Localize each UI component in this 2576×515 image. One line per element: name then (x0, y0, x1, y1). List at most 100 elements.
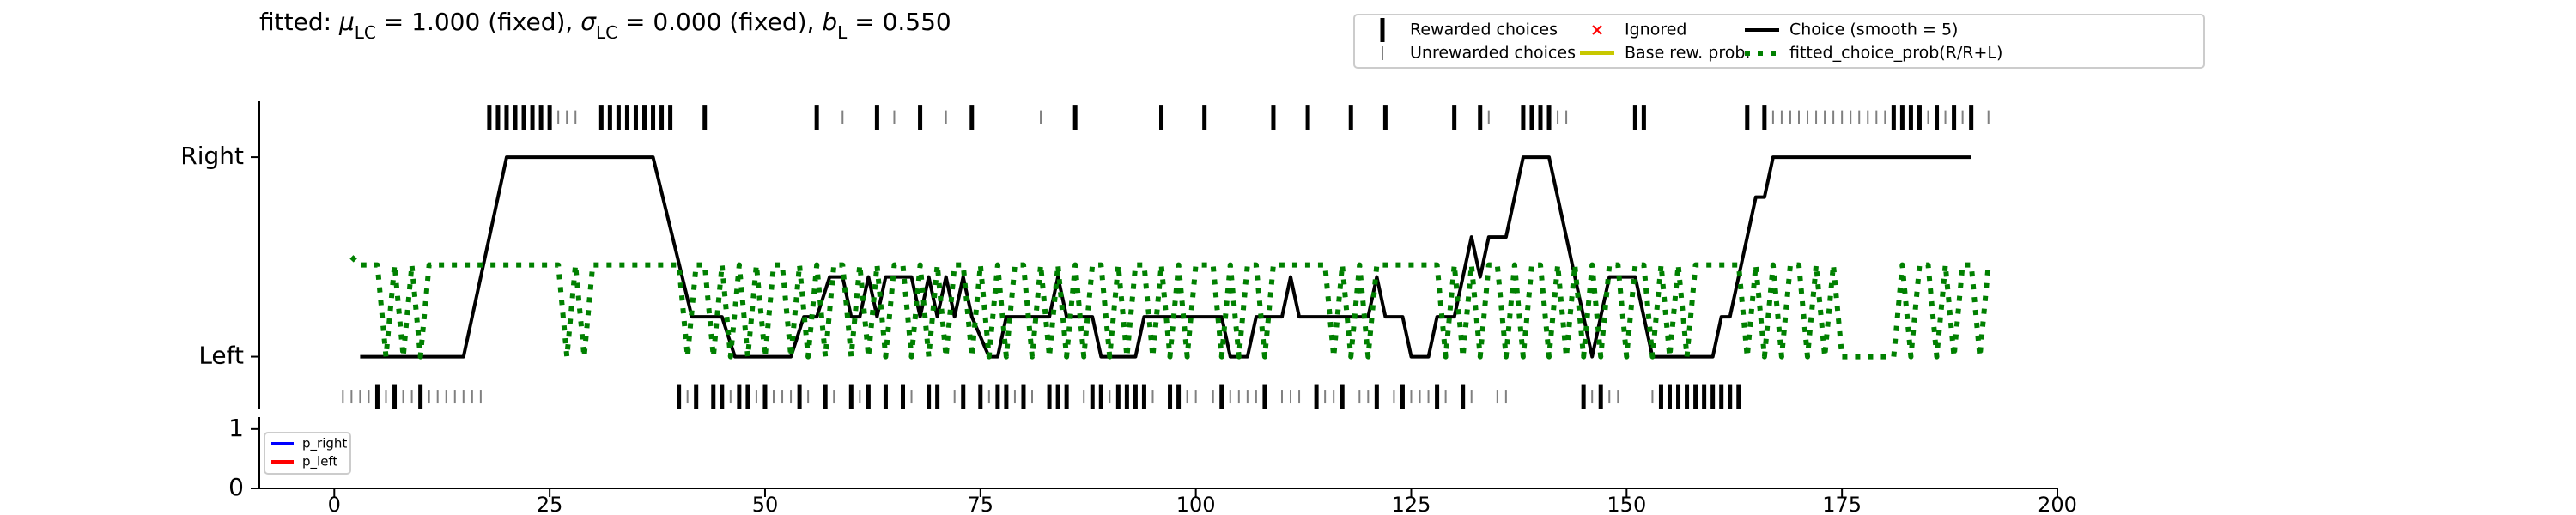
title-part: = 1.000 (fixed), (376, 8, 580, 36)
rewarded-tick (1632, 105, 1637, 130)
rewarded-tick (969, 105, 975, 130)
rewarded-tick (1047, 384, 1052, 409)
rewarded-tick (633, 105, 638, 130)
rewarded-tick (659, 105, 665, 130)
rewarded-tick (1685, 384, 1690, 409)
rewarded-tick (1219, 384, 1224, 409)
title-part: σ (580, 8, 597, 36)
rewarded-tick (823, 384, 828, 409)
rewarded-tick (1728, 384, 1733, 409)
rewarded-tick (1581, 384, 1586, 409)
rewarded-tick (1598, 384, 1603, 409)
rewarded-tick (1546, 105, 1552, 130)
x-tick-label: 175 (1822, 493, 1862, 515)
legend-label: fitted_choice_prob(R/R+L) (1789, 44, 2002, 63)
rewarded-tick (1658, 384, 1663, 409)
y-tick-label: Left (198, 342, 244, 370)
legend-marker (1380, 18, 1385, 42)
legend-label: Rewarded choices (1410, 21, 1558, 39)
series-line (349, 255, 1991, 360)
rewarded-tick (1676, 384, 1681, 409)
rewarded-tick (1908, 105, 1913, 130)
rewarded-tick (1435, 384, 1440, 409)
rewarded-tick (504, 105, 509, 130)
x-tick-label: 100 (1176, 493, 1216, 515)
title-part: LC (596, 22, 617, 43)
rewarded-tick (1719, 384, 1724, 409)
rewarded-tick (624, 105, 629, 130)
legend-box (1353, 14, 2205, 69)
rewarded-tick (762, 384, 768, 409)
rewarded-tick (1314, 384, 1319, 409)
rewarded-tick (1004, 384, 1009, 409)
x-tick-label: 75 (968, 493, 994, 515)
rewarded-tick (513, 105, 518, 130)
rewarded-tick (866, 384, 871, 409)
rewarded-tick (1159, 105, 1164, 130)
x-tick-label: 200 (2038, 493, 2077, 515)
rewarded-tick (1952, 105, 1957, 130)
rewarded-tick (1693, 384, 1698, 409)
legend-label: Unrewarded choices (1410, 44, 1576, 63)
title-part: = 0.550 (847, 8, 951, 36)
rewarded-tick (1762, 105, 1767, 130)
title-part: fitted: (259, 8, 339, 36)
rewarded-tick (797, 384, 802, 409)
rewarded-tick (1098, 384, 1103, 409)
rewarded-tick (668, 105, 673, 130)
rewarded-tick (495, 105, 501, 130)
legend-label: p_left (302, 454, 337, 470)
rewarded-tick (883, 384, 888, 409)
rewarded-tick (737, 384, 742, 409)
rewarded-tick (1935, 105, 1940, 130)
rewarded-tick (1072, 105, 1078, 130)
series-line (360, 155, 1971, 359)
rewarded-tick (1641, 105, 1646, 130)
rewarded-tick (711, 384, 716, 409)
rewarded-tick (1702, 384, 1707, 409)
rewarded-tick (1305, 105, 1310, 130)
rewarded-tick (1710, 384, 1716, 409)
rewarded-tick (677, 384, 682, 409)
rewarded-tick (848, 384, 854, 409)
rewarded-tick (607, 105, 612, 130)
rewarded-tick (1168, 384, 1173, 409)
rewarded-tick (1021, 384, 1026, 409)
title-part: μ (338, 8, 355, 36)
x-tick-label: 50 (752, 493, 779, 515)
x-tick-label: 150 (1607, 493, 1646, 515)
rewarded-tick (1745, 105, 1750, 130)
rewarded-tick (1899, 105, 1905, 130)
rewarded-tick (1064, 384, 1069, 409)
rewarded-tick (1478, 105, 1483, 130)
rewarded-tick (918, 105, 923, 130)
rewarded-tick (598, 105, 604, 130)
y-tick-label: 1 (228, 414, 244, 442)
rewarded-tick (392, 384, 398, 409)
rewarded-tick (1348, 105, 1353, 130)
rewarded-tick (651, 105, 656, 130)
rewarded-tick (1969, 105, 1974, 130)
rewarded-tick (1202, 105, 1207, 130)
title-part: = 0.000 (fixed), (617, 8, 822, 36)
rewarded-tick (374, 384, 380, 409)
title-part: LC (355, 22, 376, 43)
rewarded-tick (1891, 105, 1896, 130)
rewarded-tick (814, 105, 819, 130)
rewarded-tick (1115, 384, 1121, 409)
rewarded-tick (694, 384, 699, 409)
rewarded-tick (538, 105, 544, 130)
rewarded-tick (961, 384, 966, 409)
rewarded-tick (1917, 105, 1922, 130)
rewarded-tick (702, 105, 708, 130)
rewarded-tick (901, 384, 906, 409)
rewarded-tick (530, 105, 535, 130)
rewarded-tick (1538, 105, 1543, 130)
rewarded-tick (1176, 384, 1182, 409)
rewarded-tick (995, 384, 1000, 409)
rewarded-tick (1141, 384, 1146, 409)
rewarded-tick (745, 384, 750, 409)
rewarded-tick (720, 384, 725, 409)
